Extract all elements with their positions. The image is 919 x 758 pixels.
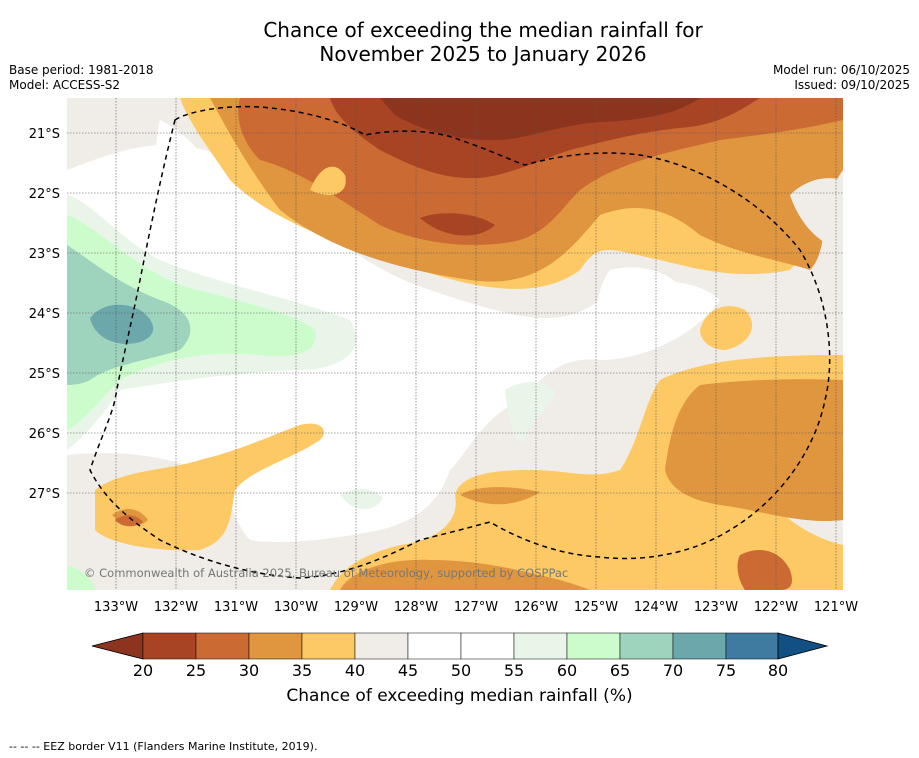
region-35-40-southwest bbox=[95, 423, 324, 551]
lat-label: 24°S bbox=[29, 307, 60, 322]
colorbar-tick: 70 bbox=[663, 661, 683, 680]
region-30-35-south bbox=[460, 487, 540, 505]
lon-label: 124°W bbox=[634, 600, 678, 615]
lat-label: 22°S bbox=[29, 187, 60, 202]
lon-label: 122°W bbox=[754, 600, 798, 615]
colorbar-bin-40-45 bbox=[354, 632, 409, 660]
region-below-20-north bbox=[380, 98, 700, 141]
region-70-75 bbox=[90, 304, 154, 344]
graticule bbox=[67, 98, 843, 590]
colorbar-bin-35-40 bbox=[301, 632, 356, 660]
colorbar-tick: 75 bbox=[716, 661, 736, 680]
region-55-60-patch-b bbox=[340, 488, 383, 510]
lat-label: 27°S bbox=[29, 487, 60, 502]
map-title: Chance of exceeding the median rainfall … bbox=[0, 18, 919, 66]
region-55-60-patch-a bbox=[505, 382, 555, 442]
region-45-55-west bbox=[156, 120, 232, 224]
colorbar-tick: 50 bbox=[451, 661, 471, 680]
colorbar-bin-65-70 bbox=[619, 632, 674, 660]
lon-label: 132°W bbox=[154, 600, 198, 615]
colorbar-bin-30-35 bbox=[248, 632, 303, 660]
region-25-30-southeast bbox=[737, 550, 792, 590]
colorbar-bin-75-80 bbox=[725, 632, 779, 660]
model-text: Model: ACCESS-S2 bbox=[9, 78, 121, 92]
model-run-text: Model run: 06/10/2025 bbox=[772, 63, 910, 77]
colorbar-bin-55-60 bbox=[513, 632, 568, 660]
lon-label: 121°W bbox=[814, 600, 858, 615]
lon-label: 129°W bbox=[334, 600, 378, 615]
lon-label: 126°W bbox=[514, 600, 558, 615]
colorbar-bin-20-25 bbox=[142, 632, 197, 660]
lon-label: 125°W bbox=[574, 600, 618, 615]
region-35-40-east-patch bbox=[700, 306, 753, 350]
colorbar-tick: 65 bbox=[610, 661, 630, 680]
colorbar-tick: 20 bbox=[133, 661, 153, 680]
lat-label: 26°S bbox=[29, 427, 60, 442]
lat-label: 21°S bbox=[29, 127, 60, 142]
region-30-35-bottom bbox=[340, 559, 590, 590]
lon-label: 133°W bbox=[94, 600, 138, 615]
title-line-1: Chance of exceeding the median rainfall … bbox=[263, 18, 703, 42]
copyright-text: © Commonwealth of Australia 2025, Bureau… bbox=[84, 566, 568, 580]
lat-label: 23°S bbox=[29, 247, 60, 262]
region-60-65-corner bbox=[67, 565, 95, 590]
colorbar-bin-60-65 bbox=[566, 632, 621, 660]
colorbar-bin-25-30 bbox=[195, 632, 250, 660]
region-30-35-southeast bbox=[665, 379, 843, 522]
colorbar-tick: 40 bbox=[345, 661, 365, 680]
lat-label: 25°S bbox=[29, 367, 60, 382]
lon-label: 127°W bbox=[454, 600, 498, 615]
colorbar-tick: 25 bbox=[186, 661, 206, 680]
lon-label: 131°W bbox=[214, 600, 258, 615]
colorbar-bin-45-50 bbox=[407, 632, 462, 660]
region-45-55-central bbox=[67, 144, 720, 542]
colorbar-tick: 30 bbox=[239, 661, 259, 680]
colorbar-tick: 55 bbox=[504, 661, 524, 680]
map-plot-area: © Commonwealth of Australia 2025, Bureau… bbox=[67, 98, 843, 590]
colorbar-bin-70-75 bbox=[672, 632, 727, 660]
region-60-65 bbox=[67, 215, 316, 430]
region-35-40-north-patch bbox=[310, 166, 346, 195]
colorbar-tick: 35 bbox=[292, 661, 312, 680]
lon-label: 123°W bbox=[694, 600, 738, 615]
title-line-2: November 2025 to January 2026 bbox=[319, 42, 647, 66]
colorbar-extend-low bbox=[91, 632, 144, 660]
eez-footer-note: -- -- -- EEZ border V11 (Flanders Marine… bbox=[9, 740, 318, 753]
colorbar-extend-high bbox=[777, 632, 829, 660]
lon-label: 130°W bbox=[274, 600, 318, 615]
colorbar-tick: 60 bbox=[557, 661, 577, 680]
meta-right: Model run: 06/10/2025 Issued: 09/10/2025 bbox=[773, 63, 910, 93]
colorbar-bin-50-55 bbox=[460, 632, 515, 660]
colorbar bbox=[91, 632, 829, 660]
colorbar-tick: 45 bbox=[398, 661, 418, 680]
colorbar-tick: 80 bbox=[768, 661, 788, 680]
region-45-55-east bbox=[596, 267, 690, 356]
meta-left: Base period: 1981-2018 Model: ACCESS-S2 bbox=[9, 63, 154, 93]
eez-border bbox=[89, 105, 831, 579]
region-40-45-east-patch bbox=[790, 178, 843, 250]
lon-label: 128°W bbox=[394, 600, 438, 615]
base-period-text: Base period: 1981-2018 bbox=[9, 63, 154, 77]
issued-text: Issued: 09/10/2025 bbox=[794, 78, 910, 92]
colorbar-label: Chance of exceeding median rainfall (%) bbox=[286, 686, 633, 706]
